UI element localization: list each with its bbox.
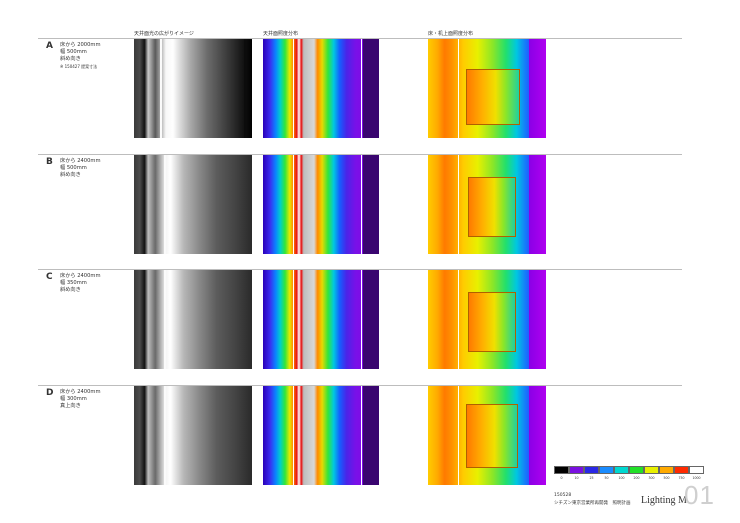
height-spec: 床から 2400mm [60, 389, 101, 395]
light-line [293, 155, 294, 254]
low-zone [529, 386, 546, 485]
desk-outline [468, 292, 516, 352]
row-description: 床から 2400mm 幅 350mm 斜め向き [60, 273, 101, 294]
light-slit [164, 155, 166, 254]
column-header-ceiling-illuminance: 天井面照度分布 [263, 31, 299, 37]
sheet-number: 01 [684, 480, 715, 510]
ceiling-light-image [134, 386, 252, 485]
ceiling-illuminance-map [263, 386, 379, 485]
legend-tick: 200 [633, 476, 640, 480]
ceiling-light-image [134, 155, 252, 254]
width-spec: 幅 300mm [60, 396, 87, 402]
legend-tick: 50 [604, 476, 609, 480]
light-line [293, 39, 294, 138]
width-spec: 幅 500mm [60, 49, 87, 55]
legend-swatch [644, 466, 659, 474]
floor-illuminance-map [428, 270, 546, 369]
light-line [458, 39, 459, 138]
dark-zone [362, 386, 379, 485]
legend-swatch [554, 466, 569, 474]
legend-swatch [599, 466, 614, 474]
wall-line [361, 386, 362, 485]
column-header-floor-illuminance: 床・机上面照度分布 [428, 31, 474, 37]
ceiling-illuminance-map [263, 270, 379, 369]
width-spec: 幅 350mm [60, 280, 87, 286]
row-separator-d [38, 385, 682, 386]
desk-outline [466, 404, 518, 468]
ceiling-light-image [134, 270, 252, 369]
low-zone [529, 39, 546, 138]
dark-zone [362, 270, 379, 369]
row-separator-c [38, 269, 682, 270]
direction-spec: 斜め向き [60, 172, 81, 178]
floor-illuminance-map [428, 386, 546, 485]
low-zone [529, 155, 546, 254]
height-spec: 床から 2000mm [60, 42, 101, 48]
direction-spec: 真上向き [60, 403, 81, 409]
legend-swatch [584, 466, 599, 474]
row-letter: D [46, 388, 54, 398]
dark-zone [362, 39, 379, 138]
dark-zone [362, 155, 379, 254]
row-description: 床から 2400mm 幅 500mm 斜め向き [60, 158, 101, 179]
legend-tick: 500 [663, 476, 670, 480]
wall-line [361, 39, 362, 138]
legend-tick: 25 [589, 476, 594, 480]
legend-tick: 0 [560, 476, 563, 480]
illuminance-color-legend [554, 466, 704, 474]
light-slit [160, 39, 162, 138]
wall-edge [244, 39, 246, 138]
row-description: 床から 2400mm 幅 300mm 真上向き [60, 389, 101, 410]
wall-line [361, 155, 362, 254]
legend-tick: 100 [618, 476, 625, 480]
legend-swatch [629, 466, 644, 474]
ceiling-illuminance-map [263, 39, 379, 138]
legend-swatch [614, 466, 629, 474]
legend-tick: 750 [678, 476, 685, 480]
light-line [458, 386, 459, 485]
legend-tick-labels: 0 10 25 50 100 200 300 500 750 1000 [554, 476, 704, 480]
light-line [293, 386, 294, 485]
brand-logo: Lighting M [641, 495, 687, 506]
low-zone [529, 270, 546, 369]
row-description: 床から 2000mm 幅 500mm 斜め向き ※ 150427 提案寸法 [60, 42, 101, 70]
document-code: 150528 [554, 493, 572, 498]
floor-illuminance-map [428, 155, 546, 254]
light-slit [164, 270, 166, 369]
row-separator-b [38, 154, 682, 155]
column-header-ceiling-image: 天井面光の広がりイメージ [134, 31, 194, 37]
floor-illuminance-map [428, 39, 546, 138]
light-line [458, 270, 459, 369]
row-letter: B [46, 157, 53, 167]
desk-outline [466, 69, 520, 125]
light-line [458, 155, 459, 254]
desk-outline [468, 177, 516, 237]
legend-tick: 300 [648, 476, 655, 480]
height-spec: 床から 2400mm [60, 273, 101, 279]
legend-swatch [569, 466, 584, 474]
light-slit [164, 386, 166, 485]
width-spec: 幅 500mm [60, 165, 87, 171]
legend-tick: 1000 [692, 476, 701, 480]
height-spec: 床から 2400mm [60, 158, 101, 164]
row-separator-a [38, 38, 682, 39]
legend-swatch [674, 466, 689, 474]
ceiling-light-image [134, 39, 252, 138]
legend-swatch [659, 466, 674, 474]
row-letter: A [46, 41, 53, 51]
project-title: シチズン東京営業所再開発 照明計画 [554, 501, 631, 506]
legend-tick: 10 [574, 476, 579, 480]
proposal-note: ※ 150427 提案寸法 [60, 64, 98, 69]
direction-spec: 斜め向き [60, 287, 81, 293]
light-line [293, 270, 294, 369]
ceiling-illuminance-map [263, 155, 379, 254]
row-letter: C [46, 272, 53, 282]
legend-swatch [689, 466, 704, 474]
wall-line [361, 270, 362, 369]
direction-spec: 斜め向き [60, 56, 81, 62]
